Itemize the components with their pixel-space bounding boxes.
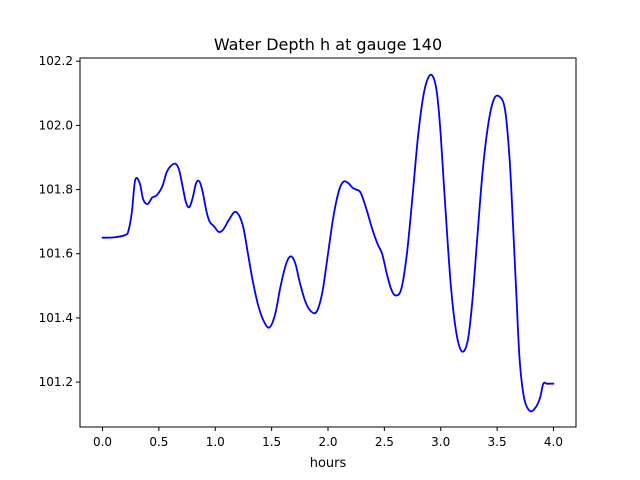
x-tick-label: 4.0 [544, 435, 563, 449]
x-tick-label: 2.5 [375, 435, 394, 449]
plot-area: 0.0 0.5 1.0 1.5 2.0 2.5 3.0 3.5 4.0 101.2101.410… [39, 54, 577, 449]
y-tick-label: 102.0 [39, 118, 73, 132]
series-layer [101, 73, 555, 413]
x-tick-label: 2.0 [318, 435, 337, 449]
x-tick-label: 3.0 [431, 435, 450, 449]
y-tick-label: 102.2 [39, 54, 73, 68]
plot-frame [79, 57, 577, 428]
y-tick-label: 101.4 [39, 311, 73, 325]
x-tick-label: 1.0 [206, 435, 225, 449]
series-line [101, 73, 555, 413]
y-axis: 101.2 101.4 101.6 101.8 102.0 102.2 [39, 54, 80, 389]
x-tick-label: 1.5 [262, 435, 281, 449]
y-tick-label: 101.8 [39, 183, 73, 197]
y-tick-label: 101.6 [39, 247, 73, 261]
x-tick-label: 0.5 [149, 435, 168, 449]
chart-title: Water Depth h at gauge 140 [214, 35, 442, 54]
x-tick-label: 0.0 [93, 435, 112, 449]
x-axis: 0.0 0.5 1.0 1.5 2.0 2.5 3.0 3.5 4.0 [93, 427, 563, 449]
x-axis-label: hours [310, 456, 347, 471]
x-tick-label: 3.5 [488, 435, 507, 449]
y-tick-label: 101.2 [39, 375, 73, 389]
